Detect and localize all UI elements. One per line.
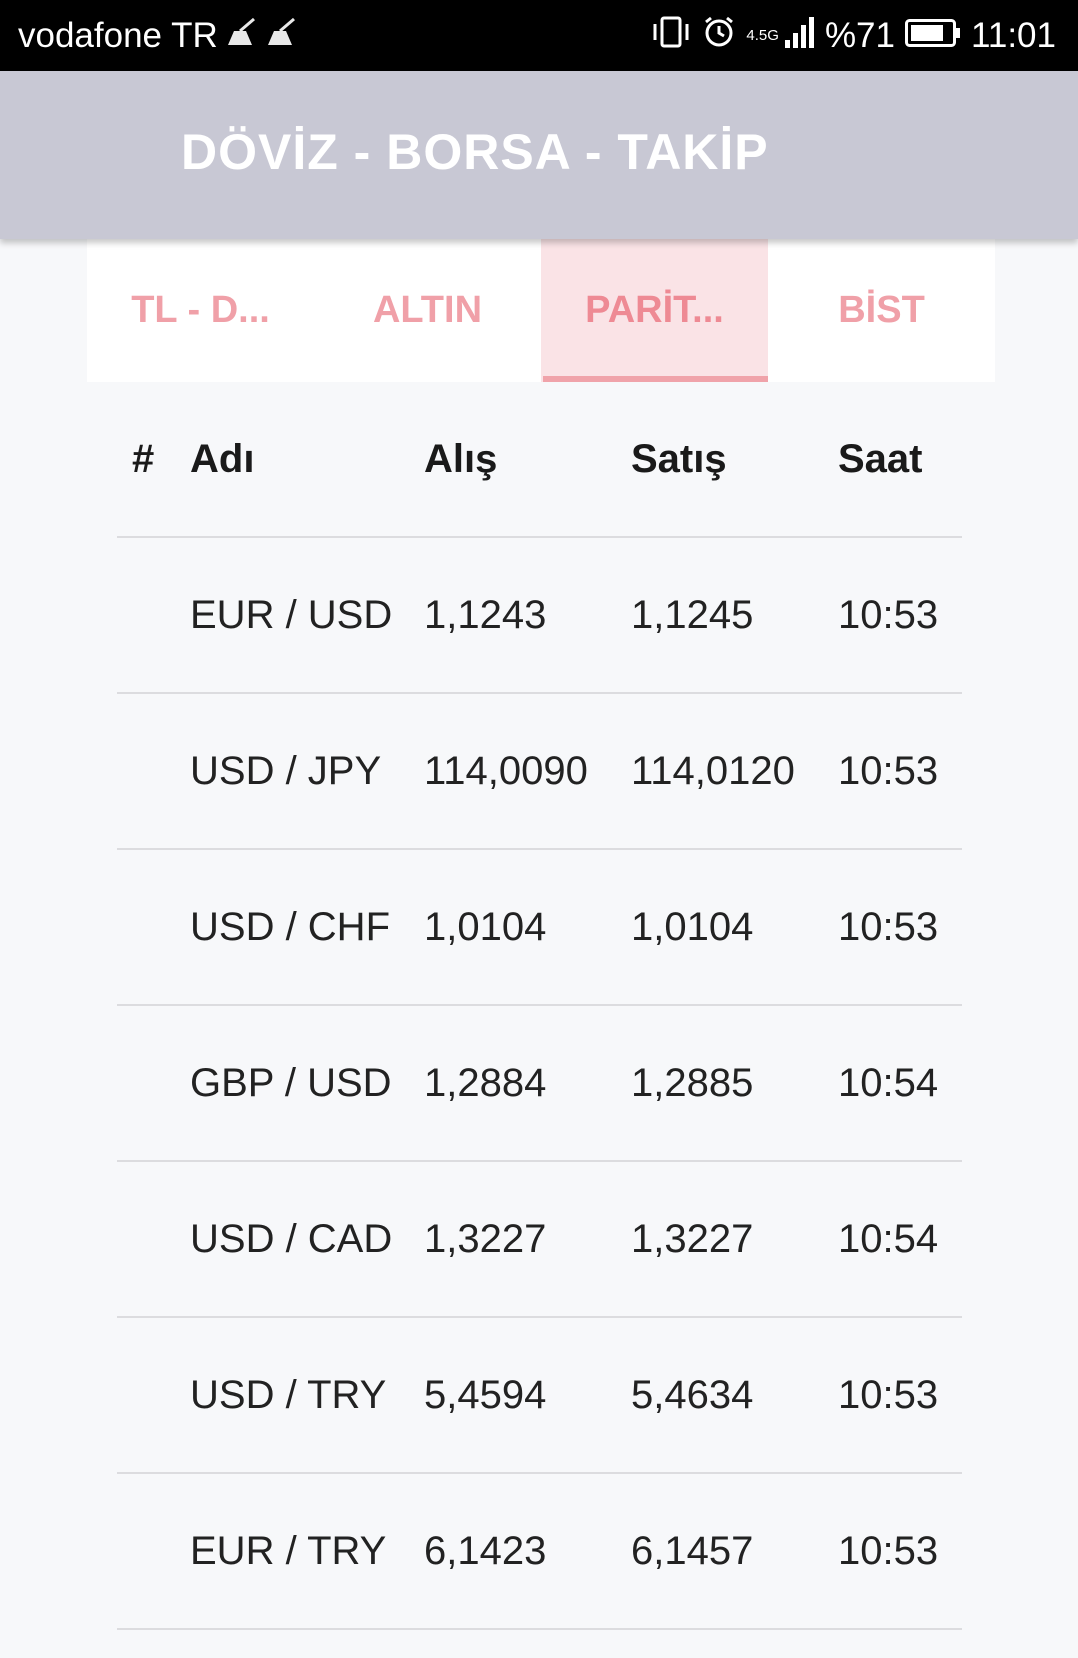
row-name: USD / CHF xyxy=(190,904,390,949)
row-time: 10:54 xyxy=(838,1060,939,1105)
broom-icon xyxy=(224,14,258,58)
tab-bist[interactable]: BİST xyxy=(838,289,925,331)
tab-bar: TL - D... ALTIN PARİT... BİST xyxy=(87,239,995,382)
alarm-icon xyxy=(702,15,736,58)
row-sell: 5,4634 xyxy=(631,1372,754,1417)
parity-table: # Adı Alış Satış Saat EUR / USD 1,1243 1… xyxy=(117,382,962,1630)
status-icons: 4.5G %71 11:01 xyxy=(640,14,1056,58)
tab-tl-doviz[interactable]: TL - D... xyxy=(131,289,270,331)
row-sell: 1,1245 xyxy=(631,592,754,637)
row-name: EUR / TRY xyxy=(190,1528,387,1573)
row-buy: 1,2884 xyxy=(424,1060,547,1105)
row-buy: 5,4594 xyxy=(424,1372,547,1417)
header-name: Adı xyxy=(190,436,255,481)
row-sell: 1,3227 xyxy=(631,1216,754,1261)
row-buy: 1,1243 xyxy=(424,592,547,637)
row-name: EUR / USD xyxy=(190,592,393,637)
row-time: 10:53 xyxy=(838,592,939,637)
row-buy: 1,0104 xyxy=(424,904,547,949)
row-name: GBP / USD xyxy=(190,1060,392,1105)
network-type: 4.5G xyxy=(746,27,779,44)
header-time: Saat xyxy=(838,436,923,481)
table-row[interactable]: USD / JPY 114,0090 114,0120 10:53 xyxy=(117,694,962,850)
row-time: 10:53 xyxy=(838,748,939,793)
header-buy: Alış xyxy=(424,436,498,481)
header-sell: Satış xyxy=(631,436,727,481)
header-num: # xyxy=(132,436,155,481)
row-sell: 1,2885 xyxy=(631,1060,754,1105)
table-row[interactable]: USD / CAD 1,3227 1,3227 10:54 xyxy=(117,1162,962,1318)
row-time: 10:54 xyxy=(838,1216,939,1261)
row-name: USD / CAD xyxy=(190,1216,393,1261)
row-time: 10:53 xyxy=(838,1528,939,1573)
row-sell: 1,0104 xyxy=(631,904,754,949)
carrier-name: vodafone TR xyxy=(18,16,218,55)
carrier-group: vodafone TR xyxy=(18,14,298,58)
signal-icon xyxy=(784,16,815,57)
row-name: USD / TRY xyxy=(190,1372,387,1417)
tab-altin[interactable]: ALTIN xyxy=(372,289,483,331)
row-buy: 1,3227 xyxy=(424,1216,547,1261)
battery-icon xyxy=(905,16,961,56)
status-bar: vodafone TR 4.5G %71 11:01 xyxy=(0,0,1078,71)
row-sell: 114,0120 xyxy=(631,748,795,793)
table-row[interactable]: EUR / USD 1,1243 1,1245 10:53 xyxy=(117,538,962,694)
row-buy: 6,1423 xyxy=(424,1528,547,1573)
app-bar: DÖVİZ - BORSA - TAKİP xyxy=(0,71,1078,239)
table-row[interactable]: USD / CHF 1,0104 1,0104 10:53 xyxy=(117,850,962,1006)
table-row[interactable]: USD / TRY 5,4594 5,4634 10:53 xyxy=(117,1318,962,1474)
app-title: DÖVİZ - BORSA - TAKİP xyxy=(181,124,769,180)
clock-time: 11:01 xyxy=(971,16,1056,55)
tab-parite[interactable]: PARİT... xyxy=(541,239,768,382)
broom-icon xyxy=(264,14,298,58)
row-time: 10:53 xyxy=(838,904,939,949)
row-buy: 114,0090 xyxy=(424,748,588,793)
table-row[interactable]: GBP / USD 1,2884 1,2885 10:54 xyxy=(117,1006,962,1162)
vibrate-icon xyxy=(650,15,692,58)
table-header: # Adı Alış Satış Saat xyxy=(117,382,962,538)
row-sell: 6,1457 xyxy=(631,1528,754,1573)
row-name: USD / JPY xyxy=(190,748,382,793)
battery-percent: %71 xyxy=(824,16,895,55)
table-row[interactable]: EUR / TRY 6,1423 6,1457 10:53 xyxy=(117,1474,962,1630)
row-time: 10:53 xyxy=(838,1372,939,1417)
